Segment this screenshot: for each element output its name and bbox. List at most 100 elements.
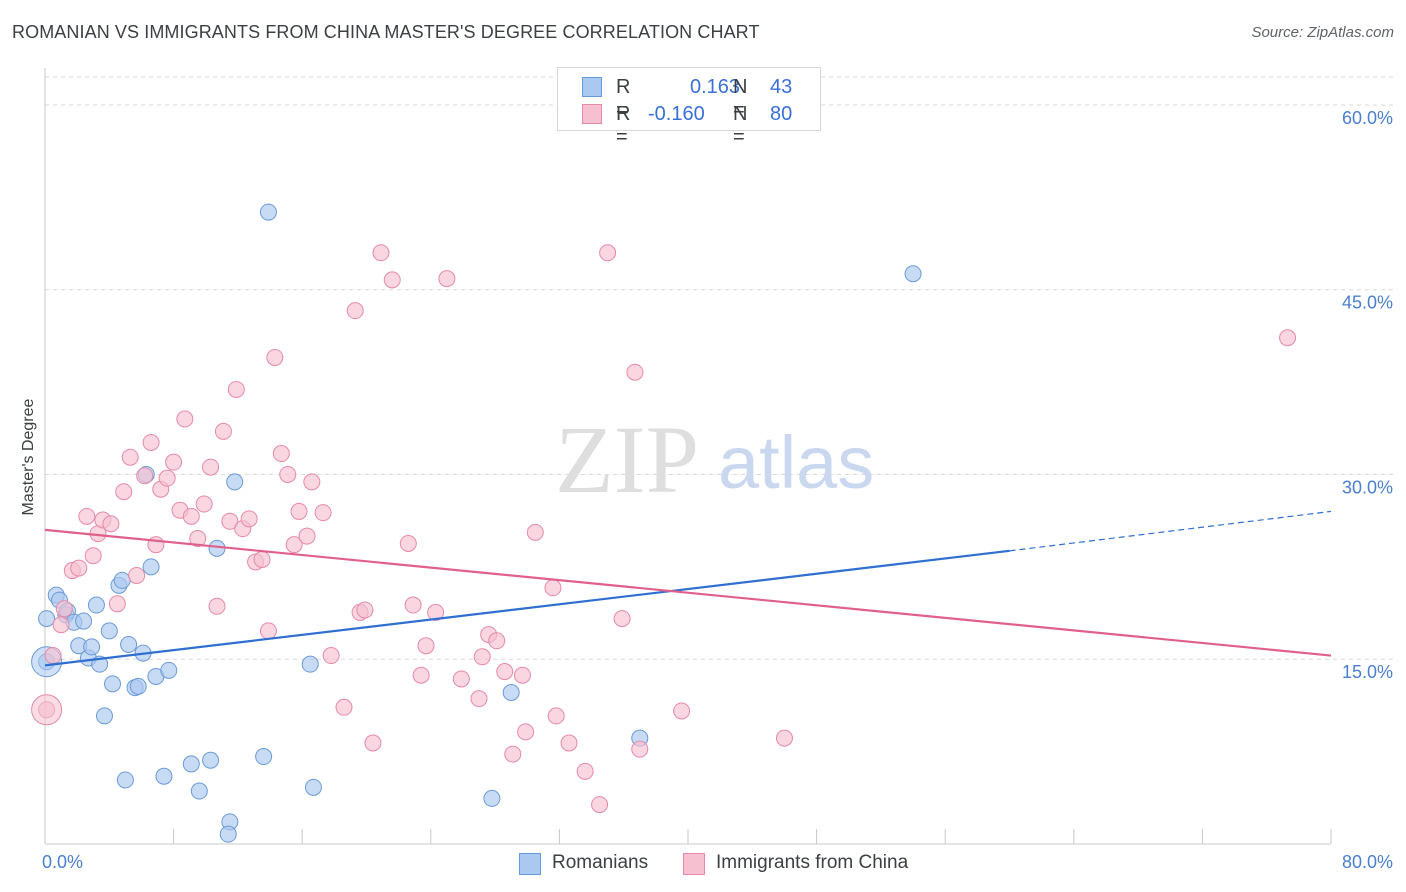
romanians-point (208, 539, 226, 557)
china-point (259, 622, 277, 640)
legend-r-label: R = (616, 103, 631, 148)
romanians-point (202, 751, 220, 769)
romanians-point (116, 771, 134, 789)
china-point (221, 512, 239, 530)
romanians-point (259, 203, 277, 221)
romanians-point (38, 610, 56, 628)
romanians-point (226, 473, 244, 491)
china-point (383, 271, 401, 289)
china-point (613, 610, 631, 628)
china-point (364, 734, 382, 752)
y-tick-labels: 15.0% 30.0% 45.0% 60.0% (1342, 108, 1393, 682)
china-point (279, 465, 297, 483)
china-point (631, 740, 649, 758)
chart-title: ROMANIAN VS IMMIGRANTS FROM CHINA MASTER… (12, 22, 760, 42)
legend-label-romanians: Romanians (552, 852, 649, 873)
china-point (142, 433, 160, 451)
romanians-point (83, 638, 101, 656)
romanians-point (304, 778, 322, 796)
china-point (176, 410, 194, 428)
china-point (214, 422, 232, 440)
y-axis-label: Master's Degree (20, 398, 37, 515)
china-point (272, 445, 290, 463)
china-point (372, 244, 390, 262)
china-point (513, 666, 531, 684)
china-point (189, 530, 207, 548)
china-point (303, 473, 321, 491)
romanians-point (104, 675, 122, 693)
china-point (322, 647, 340, 665)
china-point (1279, 329, 1297, 347)
legend-swatch-blue (519, 853, 541, 875)
china-point (452, 670, 470, 688)
romanians-point (113, 571, 131, 589)
china-point (240, 510, 258, 528)
china-point (285, 536, 303, 554)
china-point (356, 601, 374, 619)
china-point (202, 458, 220, 476)
series-romanians-points (31, 203, 922, 843)
china-point (775, 729, 793, 747)
x-tick-label-min: 0.0% (42, 852, 83, 872)
romanians-point (182, 755, 200, 773)
china-point (78, 507, 96, 525)
x-tick-label-max: 80.0% (1342, 852, 1393, 872)
legend-swatch-pink (683, 853, 705, 875)
romanians-point (142, 558, 160, 576)
china-point (182, 507, 200, 525)
china-point (195, 495, 213, 513)
china-point (314, 504, 332, 522)
romanians-point (255, 748, 273, 766)
legend-swatch-pink (582, 104, 602, 124)
china-point (158, 469, 176, 487)
china-point (504, 745, 522, 763)
china-point (52, 616, 70, 634)
romanians-trendline-extension (1009, 510, 1332, 552)
legend-r-value: -0.160 (648, 103, 705, 125)
y-tick-label: 30.0% (1342, 477, 1393, 497)
legend-label-china: Immigrants from China (716, 852, 909, 873)
romanians-point (483, 789, 501, 807)
romanians-point (219, 825, 237, 843)
romanians-point (129, 677, 147, 695)
china-point (266, 348, 284, 366)
china-point (208, 597, 226, 615)
china-point (102, 515, 120, 533)
china-point (290, 502, 308, 520)
legend-n-value: 43 (770, 76, 793, 98)
romanians-point (100, 622, 118, 640)
china-point (165, 453, 183, 471)
legend-r-label: R = (616, 76, 631, 121)
trendlines (44, 510, 1332, 667)
romanians-point (155, 767, 173, 785)
romanians-point (190, 782, 208, 800)
romanians-point (95, 707, 113, 725)
legend-n-value: 80 (770, 103, 793, 125)
china-point (121, 448, 139, 466)
romanians-trendline (44, 549, 1010, 667)
series-china-points (31, 244, 1297, 814)
china-point (147, 536, 165, 554)
china-point (517, 723, 535, 741)
china-point (560, 734, 578, 752)
y-tick-label: 45.0% (1342, 293, 1393, 313)
china-point (108, 595, 126, 613)
series-legend: Romanians Immigrants from China (0, 852, 1406, 878)
legend-n-label: N = (733, 103, 748, 148)
china-point (470, 690, 488, 708)
watermark-zip: ZIP (555, 406, 699, 513)
china-point (599, 244, 617, 262)
legend-swatch-blue (582, 77, 602, 97)
y-tick-label: 15.0% (1342, 662, 1393, 682)
china-point (526, 523, 544, 541)
china-point (115, 483, 133, 501)
china-point-large (31, 694, 63, 726)
china-point (253, 550, 271, 568)
china-trendline (44, 528, 1332, 657)
china-point (128, 566, 146, 584)
china-point (298, 527, 316, 545)
romanians-point (904, 265, 922, 283)
china-point (346, 302, 364, 320)
china-point (576, 762, 594, 780)
